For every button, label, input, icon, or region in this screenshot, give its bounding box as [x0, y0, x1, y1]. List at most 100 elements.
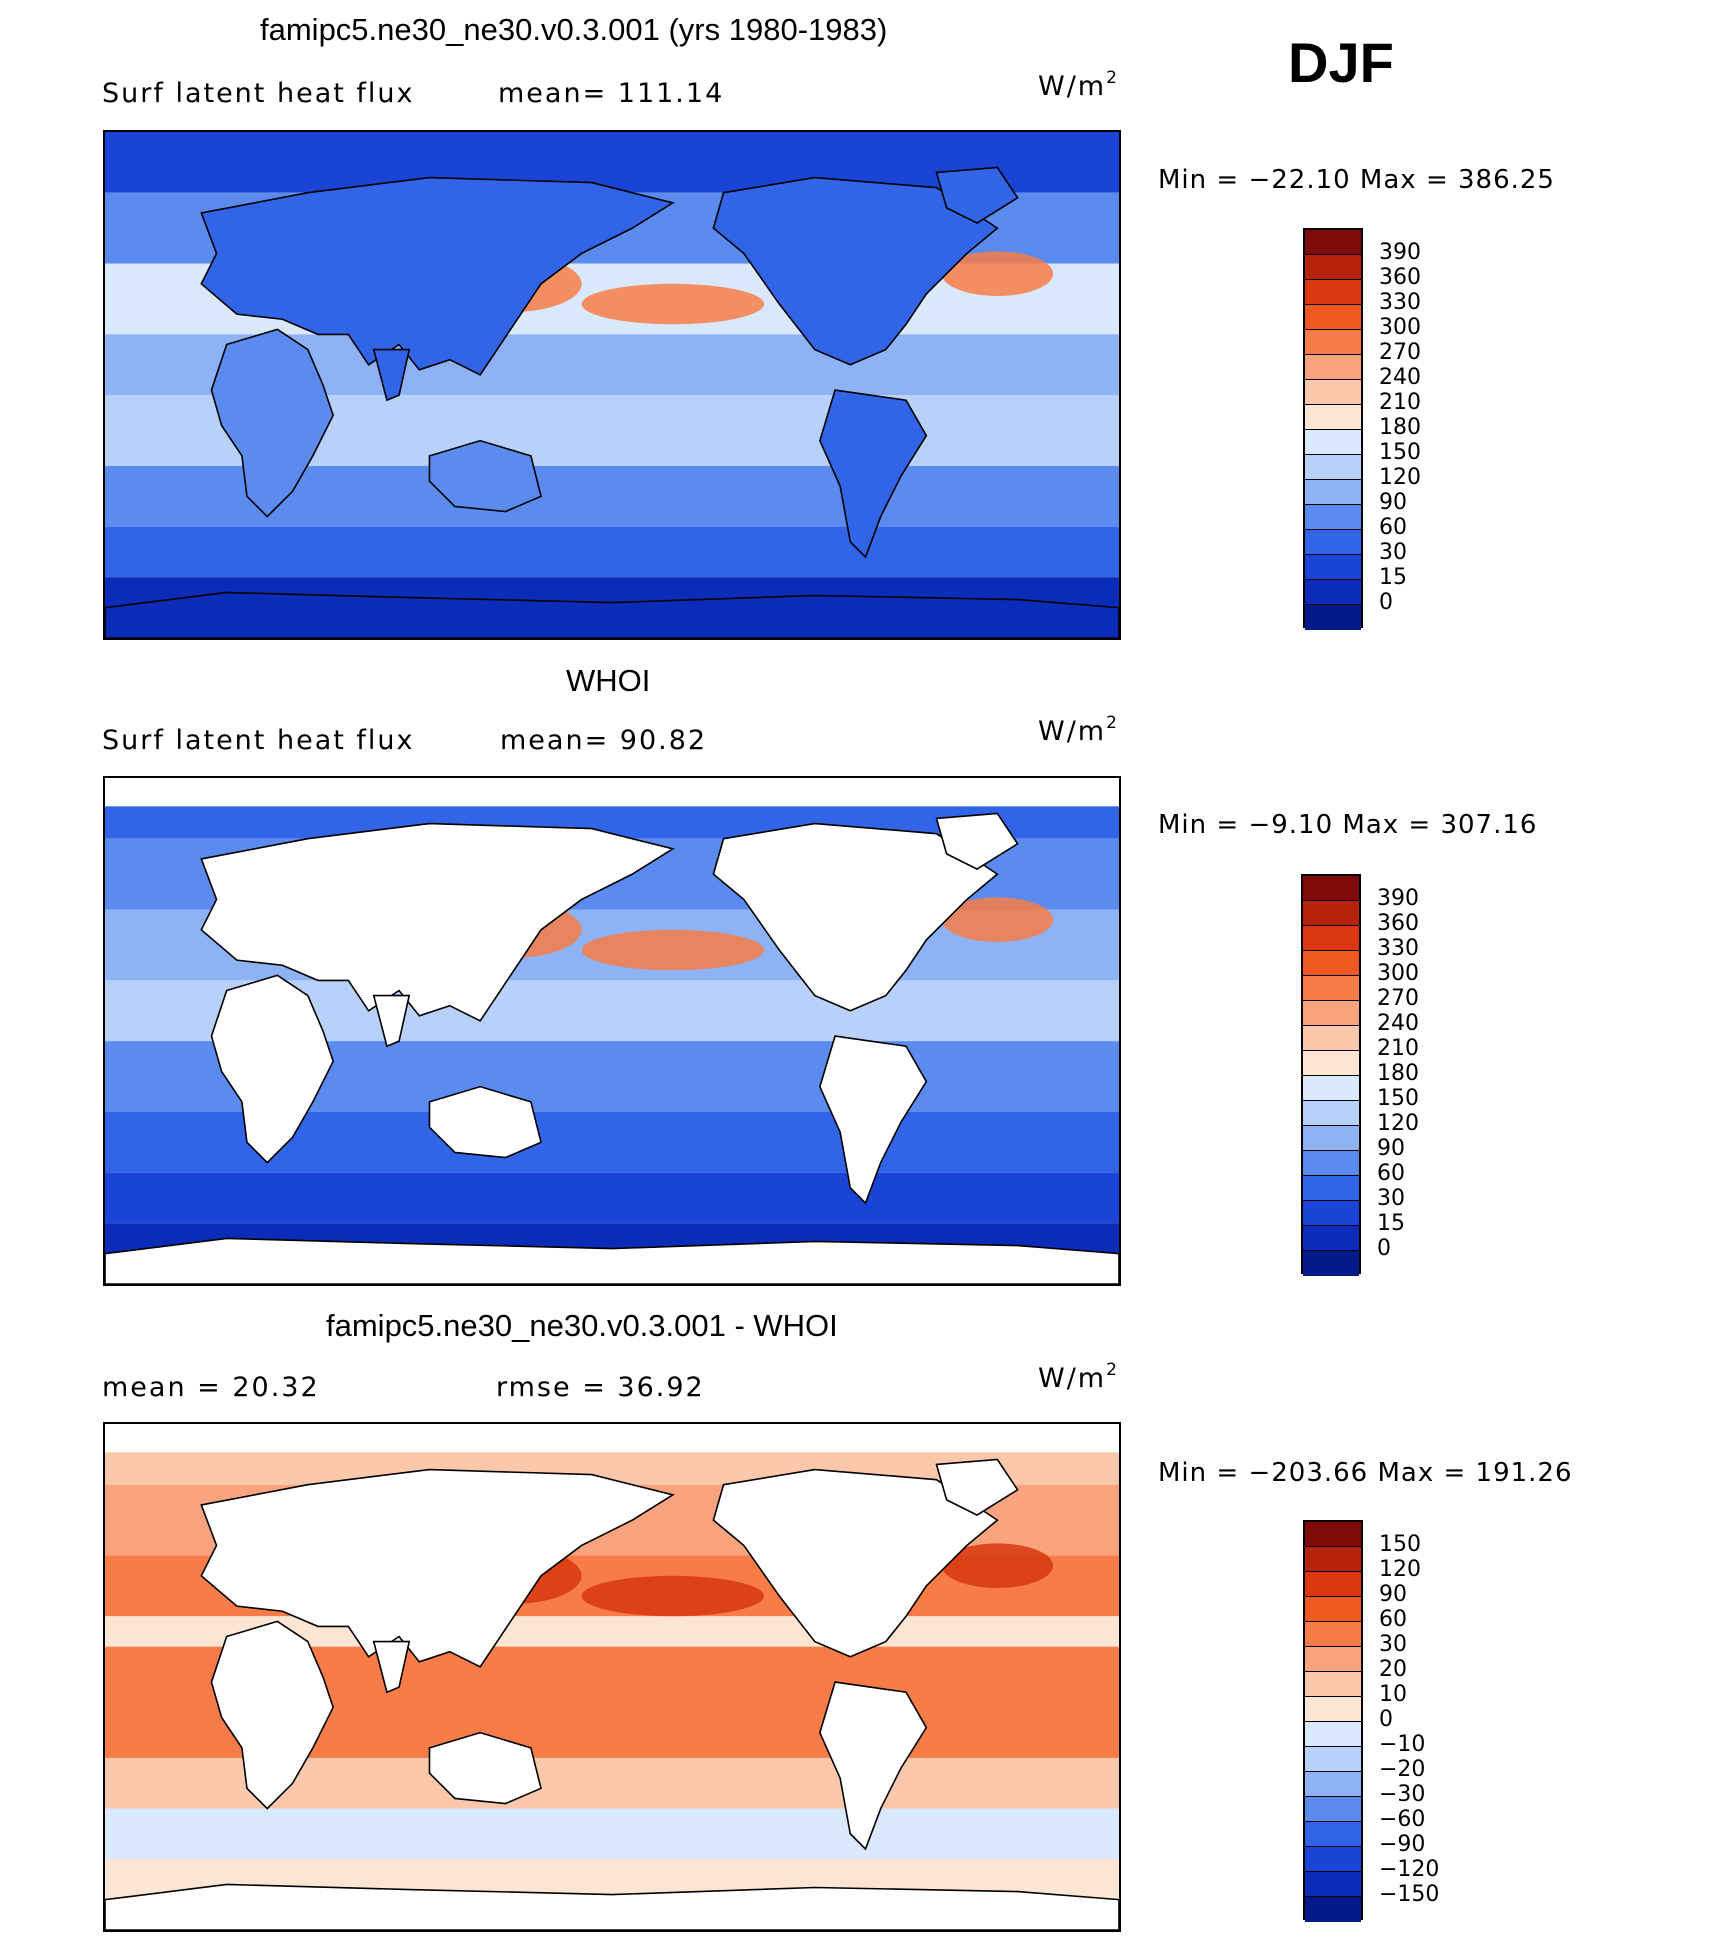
colorbar-swatch	[1303, 951, 1359, 976]
colorbar	[1301, 874, 1361, 1276]
continent-samerica	[820, 390, 926, 557]
colorbar-tick-label: 180	[1379, 415, 1421, 440]
flux-hotspot	[581, 1575, 765, 1617]
colorbar-swatch	[1305, 405, 1361, 430]
colorbar-swatch	[1305, 1872, 1361, 1897]
continent-africa	[211, 975, 333, 1162]
colorbar-tick-label: 0	[1379, 590, 1393, 615]
colorbar-swatch	[1305, 230, 1361, 255]
map-panel	[103, 776, 1121, 1286]
colorbar-swatch	[1303, 1076, 1359, 1101]
colorbar-tick-label: 210	[1379, 390, 1421, 415]
global-map	[105, 1424, 1119, 1930]
colorbar-swatch	[1305, 430, 1361, 455]
units-label: W/m2	[1038, 713, 1117, 747]
continent-samerica	[820, 1682, 926, 1849]
colorbar-swatch	[1305, 555, 1361, 580]
continent-greenland	[936, 813, 1017, 869]
colorbar-swatch	[1305, 1547, 1361, 1572]
panel-title: famipc5.ne30_ne30.v0.3.001 - WHOI	[326, 1308, 838, 1343]
colorbar-swatch	[1303, 1226, 1359, 1251]
colorbar-tick-label: 180	[1377, 1061, 1419, 1086]
colorbar-tick-label: 10	[1379, 1682, 1407, 1707]
colorbar-swatch	[1305, 1622, 1361, 1647]
min-max-label: Min = −22.10 Max = 386.25	[1158, 165, 1555, 195]
colorbar-swatch	[1305, 1697, 1361, 1722]
mean-label: mean= 90.82	[500, 725, 708, 756]
continent-australia	[429, 1087, 541, 1158]
colorbar-tick-label: 120	[1377, 1111, 1419, 1136]
colorbar-swatch	[1305, 1747, 1361, 1772]
colorbar-tick-label: 120	[1379, 1557, 1421, 1582]
continent-africa	[211, 1621, 333, 1808]
colorbar-swatch	[1303, 1176, 1359, 1201]
continent-africa	[211, 329, 333, 516]
colorbar-swatch	[1303, 1251, 1359, 1276]
colorbar-swatch	[1303, 1151, 1359, 1176]
colorbar-tick-label: 150	[1379, 440, 1421, 465]
colorbar-tick-label: 330	[1379, 290, 1421, 315]
ocean-band	[105, 1808, 1119, 1860]
colorbar-tick-label: 60	[1377, 1161, 1405, 1186]
arctic-mask	[105, 1424, 1119, 1453]
colorbar-swatch	[1305, 605, 1361, 630]
colorbar-swatch	[1303, 926, 1359, 951]
colorbar	[1303, 228, 1363, 630]
colorbar-tick-label: 120	[1379, 465, 1421, 490]
colorbar-tick-label: 60	[1379, 1607, 1407, 1632]
continent-australia	[429, 441, 541, 512]
colorbar-tick-label: −150	[1379, 1882, 1440, 1907]
continent-australia	[429, 1733, 541, 1804]
colorbar-swatch	[1305, 355, 1361, 380]
continent-eurasia	[201, 178, 673, 375]
colorbar-swatch	[1303, 1126, 1359, 1151]
colorbar-swatch	[1303, 901, 1359, 926]
colorbar-tick-label: 90	[1379, 490, 1407, 515]
colorbar-tick-label: 270	[1379, 340, 1421, 365]
colorbar-tick-label: 240	[1379, 365, 1421, 390]
colorbar-swatch	[1305, 1897, 1361, 1922]
colorbar-swatch	[1305, 480, 1361, 505]
colorbar-tick-label: 90	[1379, 1582, 1407, 1607]
colorbar-swatch	[1303, 1051, 1359, 1076]
map-panel	[103, 1422, 1121, 1932]
flux-hotspot	[581, 283, 765, 325]
colorbar-swatch	[1303, 1001, 1359, 1026]
colorbar-tick-label: 150	[1377, 1086, 1419, 1111]
mean-label: mean= 111.14	[498, 78, 725, 109]
continent-eurasia	[201, 824, 673, 1021]
colorbar	[1303, 1520, 1363, 1922]
colorbar-swatch	[1305, 1597, 1361, 1622]
colorbar-swatch	[1305, 530, 1361, 555]
colorbar-swatch	[1305, 505, 1361, 530]
ocean-band	[105, 526, 1119, 578]
continent-antarctica	[105, 592, 1119, 638]
colorbar-tick-label: −90	[1379, 1832, 1426, 1857]
colorbar-swatch	[1303, 876, 1359, 901]
min-max-label: Min = −9.10 Max = 307.16	[1158, 810, 1538, 840]
colorbar-tick-label: −20	[1379, 1757, 1426, 1782]
colorbar-tick-label: 390	[1377, 886, 1419, 911]
colorbar-swatch	[1303, 1026, 1359, 1051]
colorbar-swatch	[1305, 1772, 1361, 1797]
colorbar-swatch	[1305, 255, 1361, 280]
rmse-label: rmse = 36.92	[496, 1372, 705, 1403]
colorbar-swatch	[1305, 1572, 1361, 1597]
colorbar-swatch	[1303, 1201, 1359, 1226]
colorbar-swatch	[1305, 1847, 1361, 1872]
continent-samerica	[820, 1036, 926, 1203]
colorbar-tick-label: 30	[1379, 1632, 1407, 1657]
colorbar-tick-label: 30	[1377, 1186, 1405, 1211]
colorbar-tick-label: 270	[1377, 986, 1419, 1011]
flux-hotspot	[941, 897, 1054, 942]
continent-greenland	[936, 167, 1017, 223]
continent-antarctica	[105, 1884, 1119, 1930]
colorbar-tick-label: −120	[1379, 1857, 1440, 1882]
colorbar-swatch	[1305, 280, 1361, 305]
colorbar-tick-label: 0	[1377, 1236, 1391, 1261]
colorbar-tick-label: 30	[1379, 540, 1407, 565]
colorbar-tick-label: 20	[1379, 1657, 1407, 1682]
colorbar-swatch	[1303, 1101, 1359, 1126]
min-max-label: Min = −203.66 Max = 191.26	[1158, 1458, 1573, 1488]
colorbar-swatch	[1305, 380, 1361, 405]
